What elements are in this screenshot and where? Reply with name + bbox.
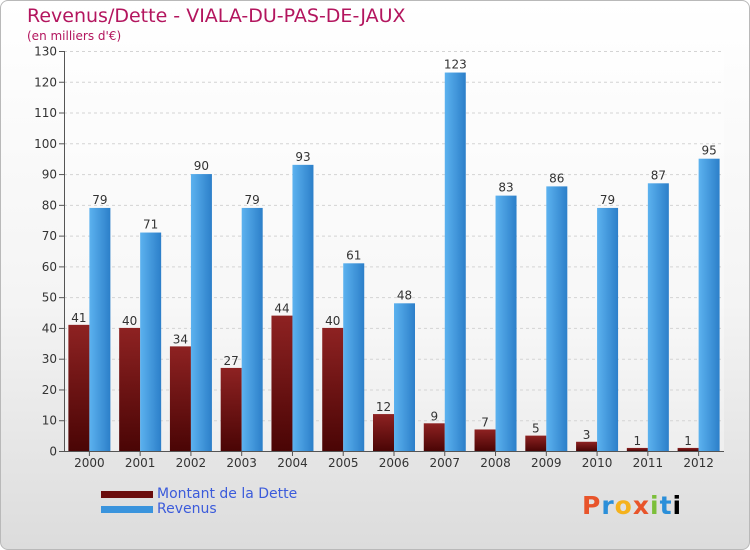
data-label-revenue: 48 bbox=[397, 288, 412, 302]
bar-revenue bbox=[190, 174, 212, 452]
bar-debt bbox=[271, 315, 293, 451]
legend-label-debt: Montant de la Dette bbox=[157, 486, 298, 502]
bar-revenue bbox=[140, 232, 162, 451]
x-tick-label: 2005 bbox=[328, 456, 359, 470]
chart-title: Revenus/Dette - VIALA-DU-PAS-DE-JAUX bbox=[27, 5, 406, 27]
data-label-debt: 40 bbox=[325, 314, 340, 328]
data-label-debt: 5 bbox=[532, 422, 540, 436]
chart-subtitle: (en milliers d'€) bbox=[27, 29, 122, 43]
data-label-debt: 40 bbox=[122, 314, 137, 328]
x-tick-label: 2007 bbox=[429, 456, 460, 470]
y-tick-label: 90 bbox=[42, 168, 57, 182]
data-label-revenue: 90 bbox=[194, 159, 209, 173]
data-label-revenue: 93 bbox=[295, 150, 310, 164]
data-label-debt: 7 bbox=[481, 415, 489, 429]
x-tick-label: 2011 bbox=[633, 456, 664, 470]
data-label-revenue: 83 bbox=[498, 181, 513, 195]
y-tick-label: 80 bbox=[42, 198, 57, 212]
data-label-revenue: 79 bbox=[600, 193, 615, 207]
x-tick-label: 2006 bbox=[379, 456, 410, 470]
bar-revenue bbox=[394, 303, 415, 451]
x-tick-label: 2001 bbox=[125, 456, 156, 470]
y-tick-label: 120 bbox=[34, 75, 57, 89]
y-tick-label: 20 bbox=[42, 383, 57, 397]
bar-debt bbox=[373, 414, 394, 451]
data-label-revenue: 123 bbox=[444, 58, 467, 72]
data-label-revenue: 79 bbox=[245, 193, 260, 207]
data-label-revenue: 61 bbox=[346, 248, 361, 262]
bar-revenue bbox=[444, 72, 466, 452]
legend-swatch-debt bbox=[101, 491, 153, 498]
y-tick-label: 30 bbox=[42, 352, 57, 366]
data-label-debt: 41 bbox=[71, 311, 86, 325]
bar-debt bbox=[423, 423, 445, 451]
y-tick-label: 100 bbox=[34, 137, 57, 151]
x-tick-label: 2000 bbox=[74, 456, 105, 470]
data-label-revenue: 79 bbox=[92, 193, 107, 207]
y-tick-label: 110 bbox=[34, 106, 57, 120]
x-tick-label: 2004 bbox=[277, 456, 308, 470]
x-tick-label: 2002 bbox=[176, 456, 207, 470]
y-tick-label: 50 bbox=[42, 291, 57, 305]
data-label-debt: 1 bbox=[684, 434, 692, 448]
bar-debt bbox=[626, 447, 648, 451]
data-label-debt: 34 bbox=[173, 332, 188, 346]
bar-debt bbox=[68, 324, 90, 451]
data-label-debt: 3 bbox=[583, 428, 591, 442]
bar-revenue bbox=[292, 164, 314, 451]
proxiti-logo: Proxiti bbox=[582, 491, 683, 520]
bar-revenue bbox=[597, 207, 619, 451]
data-label-revenue: 71 bbox=[143, 218, 158, 232]
bar-debt bbox=[220, 367, 242, 451]
bar-debt bbox=[576, 441, 598, 451]
x-tick-label: 2010 bbox=[582, 456, 613, 470]
data-label-revenue: 87 bbox=[651, 168, 666, 182]
bar-revenue bbox=[241, 207, 263, 451]
legend-item-debt: Montant de la Dette bbox=[101, 487, 297, 502]
y-tick-label: 0 bbox=[49, 445, 57, 459]
x-tick-label: 2008 bbox=[480, 456, 511, 470]
bar-debt bbox=[525, 435, 547, 451]
x-tick-label: 2003 bbox=[226, 456, 257, 470]
legend: Montant de la Dette Revenus bbox=[101, 487, 297, 517]
legend-item-revenue: Revenus bbox=[101, 502, 297, 517]
data-label-debt: 27 bbox=[224, 354, 239, 368]
y-tick-label: 10 bbox=[42, 414, 57, 428]
y-tick-label: 60 bbox=[42, 260, 57, 274]
data-label-debt: 1 bbox=[634, 434, 642, 448]
bar-revenue bbox=[495, 195, 517, 451]
bar-debt bbox=[322, 327, 344, 451]
legend-swatch-revenue bbox=[101, 506, 153, 513]
y-tick-label: 130 bbox=[34, 45, 57, 59]
data-label-debt: 9 bbox=[430, 409, 438, 423]
data-label-debt: 44 bbox=[274, 302, 289, 316]
bar-debt bbox=[169, 346, 191, 451]
bar-debt bbox=[474, 429, 496, 451]
y-tick-label: 70 bbox=[42, 229, 57, 243]
bar-revenue bbox=[89, 207, 111, 451]
data-label-revenue: 86 bbox=[549, 171, 564, 185]
bar-debt bbox=[677, 447, 699, 451]
x-tick-label: 2012 bbox=[683, 456, 714, 470]
data-label-debt: 12 bbox=[376, 400, 391, 414]
bar-revenue bbox=[546, 186, 568, 451]
bar-revenue bbox=[647, 183, 669, 452]
bar-debt bbox=[119, 327, 141, 451]
y-tick-label: 40 bbox=[42, 321, 57, 335]
bar-revenue bbox=[343, 263, 365, 451]
legend-label-revenue: Revenus bbox=[157, 501, 217, 517]
data-label-revenue: 95 bbox=[701, 144, 716, 158]
x-tick-label: 2009 bbox=[531, 456, 562, 470]
bar-revenue bbox=[698, 158, 720, 451]
